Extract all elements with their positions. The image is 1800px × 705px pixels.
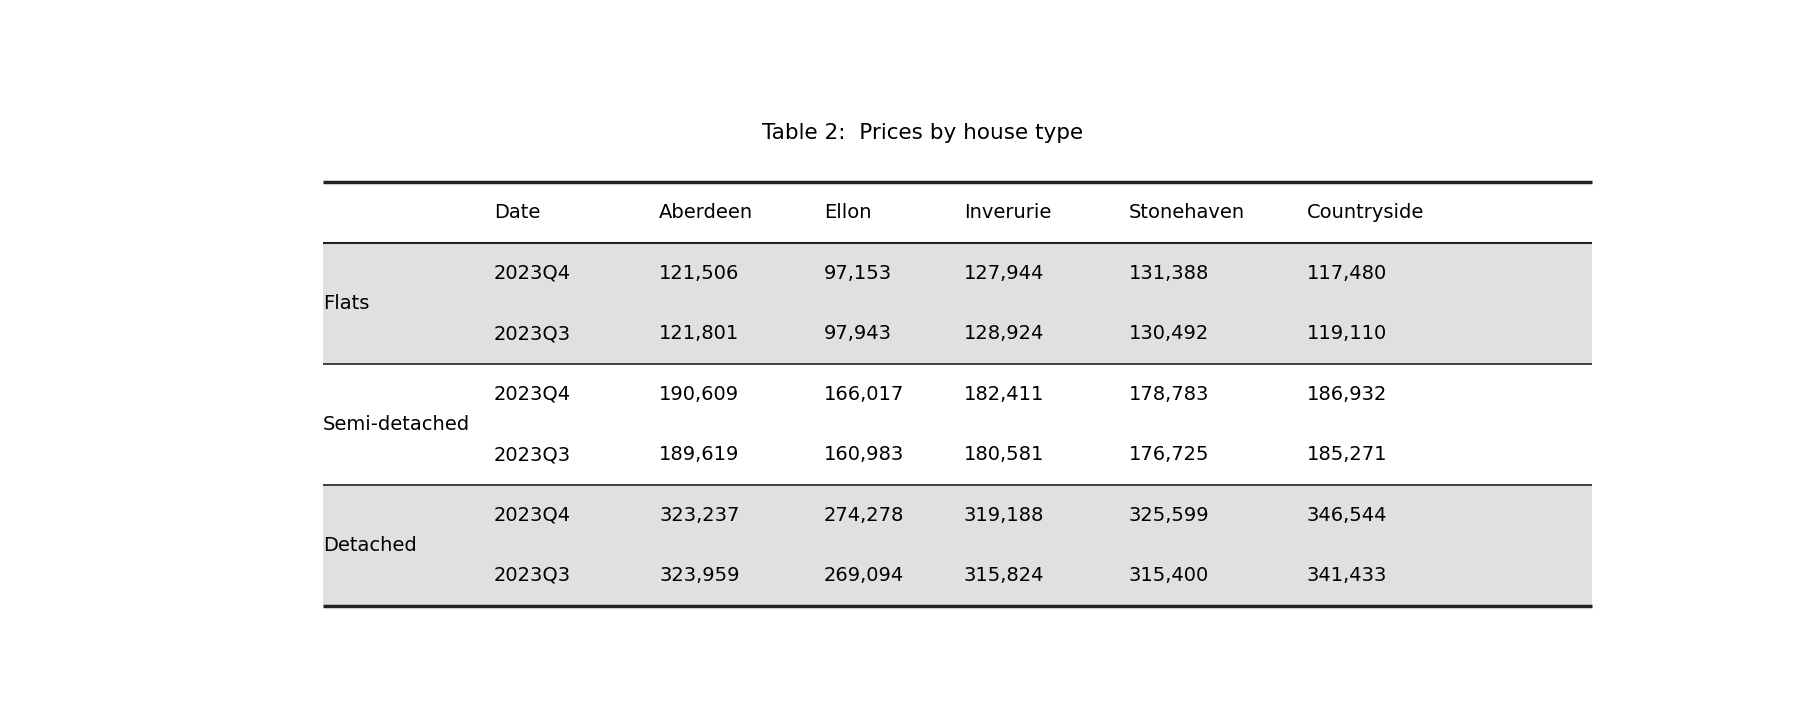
Text: 323,237: 323,237 bbox=[659, 505, 740, 525]
Text: 323,959: 323,959 bbox=[659, 566, 740, 585]
Text: Stonehaven: Stonehaven bbox=[1129, 203, 1246, 222]
Text: 319,188: 319,188 bbox=[963, 505, 1044, 525]
Text: 130,492: 130,492 bbox=[1129, 324, 1210, 343]
Text: 325,599: 325,599 bbox=[1129, 505, 1210, 525]
Text: Inverurie: Inverurie bbox=[963, 203, 1051, 222]
Text: 2023Q3: 2023Q3 bbox=[493, 445, 571, 464]
Text: 97,153: 97,153 bbox=[824, 264, 893, 283]
Text: Detached: Detached bbox=[322, 536, 416, 555]
Text: 269,094: 269,094 bbox=[824, 566, 904, 585]
Text: 131,388: 131,388 bbox=[1129, 264, 1210, 283]
Text: 127,944: 127,944 bbox=[963, 264, 1044, 283]
Text: 128,924: 128,924 bbox=[963, 324, 1044, 343]
Text: 121,801: 121,801 bbox=[659, 324, 740, 343]
Text: 189,619: 189,619 bbox=[659, 445, 740, 464]
Text: 166,017: 166,017 bbox=[824, 384, 904, 403]
Text: 178,783: 178,783 bbox=[1129, 384, 1210, 403]
Text: Date: Date bbox=[493, 203, 540, 222]
Text: 2023Q4: 2023Q4 bbox=[493, 384, 571, 403]
Text: 121,506: 121,506 bbox=[659, 264, 740, 283]
Text: 315,824: 315,824 bbox=[963, 566, 1044, 585]
Text: 97,943: 97,943 bbox=[824, 324, 893, 343]
Text: 186,932: 186,932 bbox=[1307, 384, 1386, 403]
Text: 185,271: 185,271 bbox=[1307, 445, 1388, 464]
Text: 160,983: 160,983 bbox=[824, 445, 904, 464]
Text: 346,544: 346,544 bbox=[1307, 505, 1388, 525]
Text: Flats: Flats bbox=[322, 294, 369, 313]
Text: Aberdeen: Aberdeen bbox=[659, 203, 752, 222]
Text: Countryside: Countryside bbox=[1307, 203, 1424, 222]
Text: Semi-detached: Semi-detached bbox=[322, 415, 470, 434]
Text: 2023Q3: 2023Q3 bbox=[493, 324, 571, 343]
Text: 117,480: 117,480 bbox=[1307, 264, 1386, 283]
Text: 182,411: 182,411 bbox=[963, 384, 1044, 403]
Text: 2023Q3: 2023Q3 bbox=[493, 566, 571, 585]
Text: Table 2:  Prices by house type: Table 2: Prices by house type bbox=[761, 123, 1084, 142]
Text: 341,433: 341,433 bbox=[1307, 566, 1386, 585]
Text: Ellon: Ellon bbox=[824, 203, 871, 222]
Text: 2023Q4: 2023Q4 bbox=[493, 505, 571, 525]
Bar bbox=[322, 243, 1591, 364]
Text: 180,581: 180,581 bbox=[963, 445, 1044, 464]
Text: 190,609: 190,609 bbox=[659, 384, 740, 403]
Text: 176,725: 176,725 bbox=[1129, 445, 1210, 464]
Bar bbox=[322, 485, 1591, 606]
Text: 2023Q4: 2023Q4 bbox=[493, 264, 571, 283]
Text: 274,278: 274,278 bbox=[824, 505, 904, 525]
Text: 119,110: 119,110 bbox=[1307, 324, 1386, 343]
Text: 315,400: 315,400 bbox=[1129, 566, 1210, 585]
